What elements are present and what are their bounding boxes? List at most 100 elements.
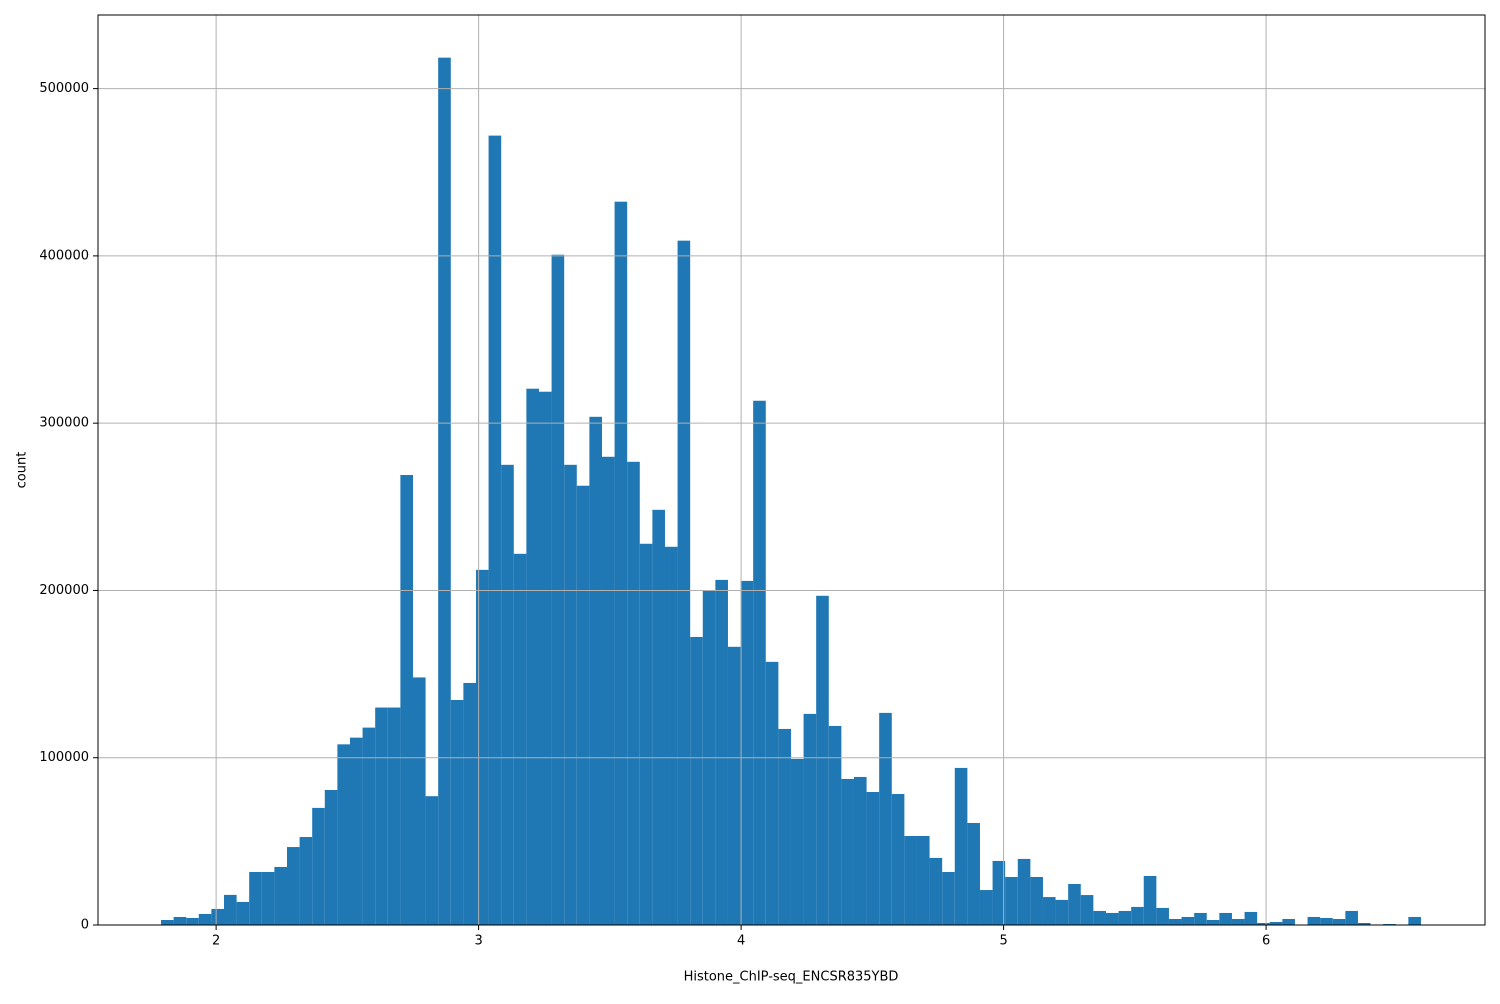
bar xyxy=(916,836,930,925)
bar xyxy=(1017,858,1031,925)
x-tick-label: 2 xyxy=(212,934,220,949)
bar xyxy=(1131,906,1144,925)
bar xyxy=(387,707,401,925)
bar xyxy=(312,807,325,925)
y-tick-label: 200000 xyxy=(39,583,89,598)
bar xyxy=(664,546,678,925)
bar xyxy=(765,661,779,925)
bar xyxy=(576,485,590,925)
bar xyxy=(299,837,313,925)
bar xyxy=(601,456,615,925)
bar xyxy=(538,391,552,925)
bar xyxy=(1231,918,1245,925)
bar xyxy=(425,796,439,925)
bar xyxy=(1080,895,1094,925)
bar xyxy=(249,871,262,925)
bar xyxy=(198,913,212,925)
bar xyxy=(1156,907,1169,925)
bar xyxy=(1206,919,1220,925)
bar xyxy=(375,707,388,925)
bar xyxy=(841,778,854,925)
bar xyxy=(1332,918,1346,925)
bar xyxy=(513,553,527,925)
bar xyxy=(1042,897,1056,925)
bar xyxy=(677,240,691,926)
bar xyxy=(715,579,728,925)
bar xyxy=(236,901,250,925)
bar xyxy=(1194,912,1207,925)
bar xyxy=(1093,910,1106,925)
y-tick-label: 400000 xyxy=(39,248,89,263)
bar xyxy=(223,894,237,925)
bar xyxy=(942,871,955,925)
bar xyxy=(438,57,451,925)
bar xyxy=(1383,923,1396,925)
bar xyxy=(614,201,628,925)
bar xyxy=(324,790,338,925)
bar xyxy=(740,580,754,925)
bar xyxy=(803,713,817,925)
bar xyxy=(627,461,640,925)
bar xyxy=(564,464,577,925)
bar xyxy=(904,836,917,925)
bar xyxy=(1269,921,1283,925)
bar xyxy=(362,727,376,925)
bar xyxy=(274,866,287,925)
bar xyxy=(1320,917,1333,925)
bar xyxy=(526,388,539,925)
bar xyxy=(652,509,665,925)
bar xyxy=(1030,876,1043,925)
bar xyxy=(475,569,489,925)
bar xyxy=(1282,918,1295,925)
bar xyxy=(1118,910,1132,925)
bar xyxy=(261,871,275,925)
bar xyxy=(463,682,476,925)
bar xyxy=(891,794,905,925)
bar xyxy=(173,916,187,925)
bar xyxy=(1068,884,1081,925)
bar xyxy=(450,700,464,925)
bar xyxy=(1181,916,1195,925)
bar xyxy=(639,543,653,925)
bar xyxy=(816,595,829,925)
bar xyxy=(286,847,300,925)
bar xyxy=(1408,916,1421,925)
x-tick-label: 3 xyxy=(474,934,482,949)
bar xyxy=(1143,875,1157,925)
bar xyxy=(1105,912,1119,925)
y-tick-label: 500000 xyxy=(39,81,89,96)
bar xyxy=(828,725,842,925)
bar xyxy=(929,857,943,925)
y-tick-label: 300000 xyxy=(39,416,89,431)
x-tick-label: 4 xyxy=(737,934,745,949)
bar xyxy=(589,416,602,925)
bar xyxy=(501,464,514,925)
y-tick-label: 0 xyxy=(81,918,89,933)
bar xyxy=(1357,922,1371,925)
bar xyxy=(337,744,350,925)
bar xyxy=(954,767,968,925)
bar xyxy=(400,475,413,925)
bar xyxy=(778,728,791,925)
bar xyxy=(967,822,980,925)
bar xyxy=(551,254,565,925)
bar xyxy=(211,908,224,925)
bar xyxy=(727,646,741,925)
bar xyxy=(1219,912,1232,925)
y-axis-label: count xyxy=(15,452,30,489)
bar xyxy=(1345,910,1358,925)
bar xyxy=(753,400,766,925)
x-tick-label: 5 xyxy=(999,934,1007,949)
bar xyxy=(879,712,892,925)
bar xyxy=(866,792,880,925)
bar xyxy=(1168,918,1182,925)
bar xyxy=(160,919,174,925)
bar xyxy=(1055,899,1069,925)
bar xyxy=(853,776,867,925)
bar xyxy=(690,636,703,925)
bar xyxy=(1005,876,1018,925)
bar xyxy=(349,737,363,925)
x-tick-label: 6 xyxy=(1262,934,1270,949)
bar xyxy=(1244,911,1258,925)
